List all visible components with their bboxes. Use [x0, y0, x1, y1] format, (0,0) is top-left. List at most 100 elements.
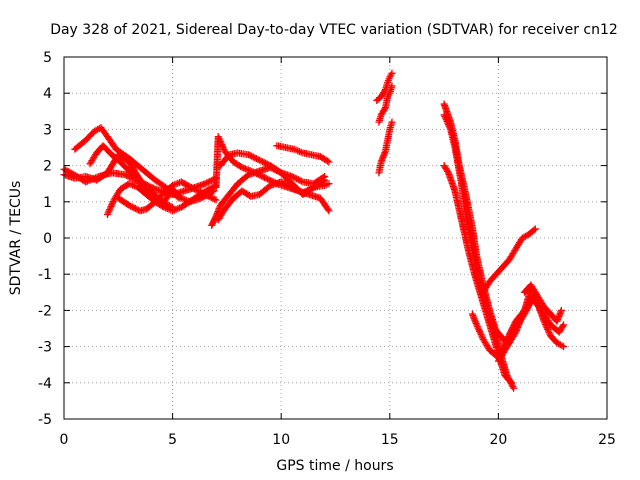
data-point-interp — [106, 204, 114, 212]
data-point-interp — [260, 173, 268, 181]
series-track-10 — [216, 149, 333, 199]
data-point — [212, 196, 220, 204]
series-track-19 — [468, 296, 568, 361]
data-point-interp — [444, 119, 452, 127]
data-point-interp — [324, 157, 332, 165]
data-point-interp — [246, 167, 254, 175]
data-point — [238, 163, 246, 171]
series-track-21 — [520, 281, 565, 325]
data-point-interp — [240, 164, 248, 172]
data-point-interp — [215, 134, 223, 142]
data-point-interp — [206, 177, 214, 185]
data-point-interp — [216, 136, 224, 144]
data-point-interp — [544, 327, 552, 335]
data-point-interp — [442, 114, 450, 122]
data-point-interp — [195, 187, 203, 195]
data-point-interp — [541, 319, 549, 327]
x-axis-label: GPS time / hours — [276, 458, 393, 474]
data-point-interp — [107, 202, 115, 210]
data-point-interp — [133, 205, 141, 213]
data-point-interp — [290, 173, 298, 181]
data-point-interp — [210, 217, 218, 225]
data-point-interp — [262, 159, 270, 167]
y-tick-label: 4 — [43, 86, 52, 102]
data-point — [510, 384, 518, 392]
data-point-interp — [204, 178, 212, 186]
data-point-interp — [108, 201, 116, 209]
series-track-7 — [208, 163, 329, 229]
data-point-interp — [559, 322, 567, 330]
x-tick-label: 10 — [272, 432, 290, 448]
data-point-interp — [265, 176, 273, 184]
data-point — [245, 151, 253, 159]
y-tick-label: 0 — [43, 231, 52, 247]
y-tick-label: -4 — [38, 376, 52, 392]
data-point-interp — [217, 139, 225, 147]
data-point-interp — [106, 206, 114, 214]
series-track-11 — [273, 142, 333, 166]
data-point-interp — [473, 322, 481, 330]
data-point — [473, 321, 481, 329]
data-point-interp — [509, 383, 517, 391]
data-point-interp — [443, 117, 451, 125]
data-point-interp — [218, 141, 226, 149]
data-point — [208, 221, 216, 229]
data-point — [388, 118, 396, 126]
data-point-interp — [541, 320, 549, 328]
data-point — [560, 343, 568, 351]
data-point — [540, 317, 548, 325]
data-point-interp — [219, 144, 227, 152]
series-track-6 — [114, 178, 220, 215]
data-point — [557, 306, 565, 314]
data-point-interp — [511, 330, 519, 338]
data-point — [288, 172, 296, 180]
x-tick-label: 25 — [598, 432, 616, 448]
x-tick-label: 0 — [60, 432, 69, 448]
data-point-interp — [248, 152, 256, 160]
data-point-interp — [260, 158, 268, 166]
data-point-interp — [243, 165, 251, 173]
data-point-interp — [324, 205, 332, 213]
data-point — [201, 191, 209, 199]
data-point — [325, 180, 333, 188]
data-point-interp — [124, 172, 132, 180]
data-point-interp — [249, 153, 257, 161]
data-point-interp — [544, 325, 552, 333]
data-point — [440, 111, 448, 119]
data-point-interp — [252, 155, 260, 163]
data-point — [531, 225, 539, 233]
data-point-interp — [444, 121, 452, 129]
data-point-interp — [130, 204, 138, 212]
data-point — [251, 169, 259, 177]
data-point-interp — [477, 331, 485, 339]
data-point-interp — [104, 209, 112, 217]
data-point-interp — [446, 124, 454, 132]
series-track-18 — [479, 225, 539, 296]
data-point-interp — [291, 174, 299, 182]
x-tick-label: 5 — [168, 432, 177, 448]
data-point-interp — [506, 378, 514, 386]
data-point-interp — [256, 171, 264, 179]
data-point-interp — [442, 116, 450, 124]
y-axis-label: SDTVAR / TECUs — [8, 181, 24, 296]
data-point — [201, 180, 209, 188]
data-point-interp — [122, 171, 130, 179]
data-point-interp — [478, 332, 486, 340]
data-point — [255, 156, 263, 164]
data-point-interp — [476, 329, 484, 337]
data-point — [277, 178, 285, 186]
data-point-interp — [131, 205, 139, 213]
series-track-14 — [375, 118, 396, 177]
series-track-13 — [375, 82, 396, 126]
points-layer — [60, 69, 568, 392]
data-point — [190, 185, 198, 193]
data-point-interp — [219, 142, 227, 150]
data-point-interp — [158, 202, 166, 210]
data-point-interp — [279, 179, 287, 187]
data-point-interp — [245, 166, 253, 174]
data-point-interp — [250, 168, 258, 176]
data-point-interp — [296, 176, 304, 184]
data-point-interp — [209, 218, 217, 226]
chart-title: Day 328 of 2021, Sidereal Day-to-day VTE… — [50, 22, 618, 38]
data-point-interp — [127, 202, 135, 210]
